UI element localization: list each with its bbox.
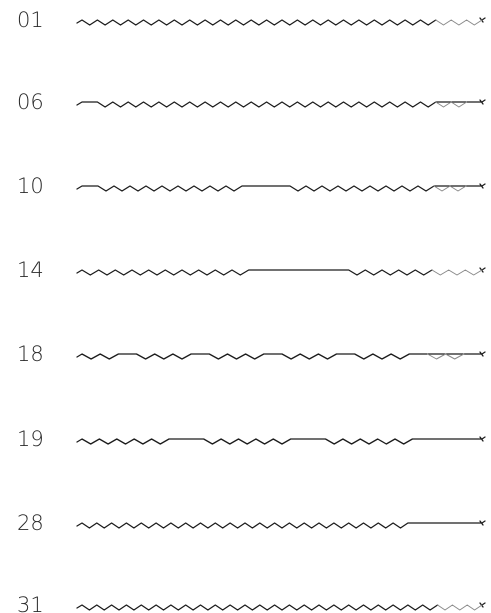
wave-line	[76, 351, 486, 360]
row-label: 18	[17, 342, 44, 366]
wave-line-tail	[435, 19, 483, 26]
wave-line-tail	[435, 101, 468, 108]
row-label: 31	[17, 593, 44, 613]
wave-line	[76, 602, 486, 611]
row-label: 01	[17, 8, 44, 32]
wave-line-tail	[437, 604, 483, 611]
rows-layer: 01 06 10 14 18 19 28 31	[17, 8, 486, 613]
row-label: 28	[17, 511, 44, 535]
pattern-row-01: 01	[17, 8, 486, 32]
wave-line-tail	[431, 269, 483, 276]
wave-line-tail	[427, 353, 465, 360]
wave-line	[76, 267, 486, 276]
wave-line	[76, 183, 486, 192]
pattern-row-31: 31	[17, 593, 486, 613]
row-label: 14	[17, 258, 44, 282]
row-label: 06	[17, 90, 44, 114]
pattern-row-06: 06	[17, 90, 486, 114]
pattern-row-28: 28	[17, 511, 486, 535]
row-label: 10	[17, 174, 44, 198]
pattern-row-14: 14	[17, 258, 486, 282]
pattern-row-10: 10	[17, 174, 486, 198]
pattern-row-18: 18	[17, 342, 486, 366]
wave-line	[76, 436, 486, 445]
row-label: 19	[17, 427, 44, 451]
wave-line	[76, 99, 486, 108]
wave-line-tail	[433, 185, 467, 192]
wave-line	[76, 17, 486, 26]
wave-line	[76, 520, 486, 529]
pattern-row-19: 19	[17, 427, 486, 451]
